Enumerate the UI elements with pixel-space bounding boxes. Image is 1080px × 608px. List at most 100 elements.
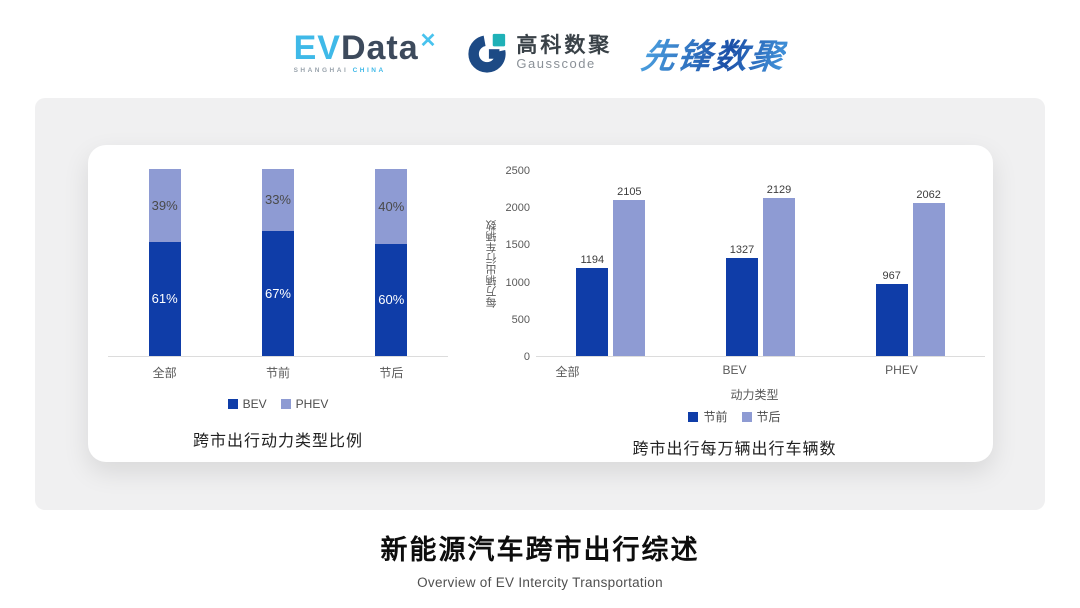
grouped-x-axis-labels: 全部 BEV PHEV [484, 363, 985, 380]
page-title: 新能源汽车跨市出行综述 [380, 535, 700, 565]
bar-segment-PHEV: 40% [375, 169, 408, 244]
evdata-x-icon: ✕ [419, 30, 438, 53]
bar-segment-PHEV: 39% [148, 169, 181, 242]
evdata-shanghai-text: SHANGHAI [293, 67, 349, 75]
y-tick-label: 1500 [505, 239, 530, 252]
x-tick-label: 全部 [152, 366, 177, 380]
segment-label: 33% [264, 192, 291, 208]
gausscode-g-icon [466, 32, 508, 74]
bar-segment-PHEV: 33% [261, 169, 294, 231]
legend-item-节后: 节后 [741, 408, 781, 425]
power-type-ratio-chart: 39% 61% 33% 67% 40% 60% 全部 节前 节后 BEV PHEV 跨市出行动力… [108, 169, 448, 462]
segment-label: 39% [151, 197, 178, 213]
legend-swatch [280, 399, 291, 409]
bar-value-label: 967 [882, 270, 901, 283]
legend-swatch [741, 411, 752, 422]
stacked-bar: 39% 61% [148, 169, 181, 356]
grouped-legend: 节前 节后 [484, 408, 985, 425]
bar-节前 [576, 267, 609, 356]
legend-label: 节后 [756, 410, 781, 424]
legend-label: 节前 [703, 410, 728, 424]
evdata-subtitle: SHANGHAI CHINA [294, 68, 437, 75]
bar-节后 [613, 200, 646, 356]
group-column-PHEV: 967 2062 [835, 171, 985, 356]
bar-wrap-节后: 2129 [763, 171, 795, 356]
segment-label: 67% [264, 285, 291, 301]
gausscode-en-text: Gausscode [516, 55, 596, 71]
bar-value-label: 1327 [729, 243, 755, 256]
y-tick-label: 0 [523, 351, 530, 363]
y-axis-ticks: 0 500 1000 1500 2000 2500 [500, 165, 536, 363]
bar-wrap-节前: 1327 [726, 171, 758, 356]
stacked-chart-title: 跨市出行动力类型比例 [192, 433, 363, 450]
stacked-column-节后: 40% 60% [335, 169, 448, 356]
bar-节前 [875, 284, 908, 356]
stacked-column-节前: 33% 67% [221, 169, 334, 356]
legend-swatch [227, 399, 238, 409]
stacked-legend: BEV PHEV [108, 397, 448, 411]
gausscode-logo: 高科数聚 Gausscode [466, 32, 612, 74]
evdata-logo: EVData✕ SHANGHAI CHINA [294, 31, 437, 75]
segment-label: 61% [151, 291, 178, 307]
stacked-column-全部: 39% 61% [108, 169, 221, 356]
stacked-bar: 33% 67% [261, 169, 294, 356]
legend-item-PHEV: PHEV [280, 397, 329, 411]
bar-wrap-节后: 2105 [613, 171, 646, 356]
evdata-data-text: Data [340, 29, 419, 68]
bar-节后 [912, 203, 945, 356]
gausscode-text: 高科数聚 Gausscode [516, 33, 613, 71]
x-tick-label: BEV [722, 363, 747, 377]
x-axis-title: 动力类型 [730, 388, 779, 402]
stacked-bar-plot: 39% 61% 33% 67% 40% 60% [108, 169, 448, 357]
bar-wrap-节前: 967 [875, 171, 908, 356]
y-tick-label: 2000 [505, 202, 530, 215]
pioneer-logo: 先锋数聚 [639, 29, 790, 78]
segment-label: 40% [378, 198, 405, 214]
evdata-wordmark: EVData✕ [294, 31, 437, 65]
bar-wrap-节前: 1194 [576, 171, 609, 356]
legend-swatch [688, 411, 699, 422]
bar-group: 1194 2105 [576, 171, 646, 356]
bar-value-label: 2062 [916, 189, 941, 202]
bar-节后 [763, 198, 795, 356]
y-tick-label: 500 [511, 313, 530, 326]
stacked-bar: 40% 60% [375, 169, 408, 356]
bar-value-label: 1194 [580, 253, 605, 266]
report-card: 39% 61% 33% 67% 40% 60% 全部 节前 节后 BEV PHEV 跨市出行动力… [35, 98, 1045, 510]
legend-item-节前: 节前 [688, 408, 728, 425]
evdata-ev-text: EV [293, 29, 341, 68]
grouped-chart-title: 跨市出行每万辆出行车辆数 [632, 441, 837, 458]
evdata-china-text: CHINA [352, 67, 386, 75]
trips-per-10k-chart: 每万辆出行车辆数 0 500 1000 1500 2000 2500 1194 2105 13… [484, 165, 985, 462]
x-tick-label: 节前 [265, 366, 290, 380]
bar-group: 967 2062 [875, 171, 945, 356]
legend-label: BEV [242, 397, 267, 411]
grouped-plot-wrap: 每万辆出行车辆数 0 500 1000 1500 2000 2500 1194 2105 13… [484, 165, 985, 363]
charts-panel: 39% 61% 33% 67% 40% 60% 全部 节前 节后 BEV PHEV 跨市出行动力… [88, 145, 993, 462]
gausscode-g-svg [468, 33, 507, 73]
logo-bar: EVData✕ SHANGHAI CHINA 高科数聚 Gausscode 先锋… [0, 22, 1080, 84]
bar-value-label: 2129 [766, 184, 792, 197]
x-tick-label: 全部 [555, 365, 580, 379]
bar-segment-BEV: 67% [261, 230, 294, 356]
bar-group: 1327 2129 [726, 171, 795, 356]
gausscode-cn-text: 高科数聚 [516, 33, 613, 57]
y-tick-label: 1000 [505, 276, 530, 289]
grouped-bar-plot: 1194 2105 1327 2129 967 2062 [536, 171, 985, 357]
bar-wrap-节后: 2062 [912, 171, 945, 356]
y-axis-title: 每万辆出行车辆数 [486, 220, 498, 308]
group-column-BEV: 1327 2129 [686, 171, 836, 356]
page-subtitle: Overview of EV Intercity Transportation [417, 575, 663, 590]
legend-item-BEV: BEV [227, 397, 267, 411]
y-tick-label: 2500 [505, 165, 530, 177]
group-column-全部: 1194 2105 [536, 171, 686, 356]
x-tick-label: PHEV [885, 363, 918, 377]
x-tick-label: 节后 [379, 366, 404, 380]
bar-节前 [726, 257, 758, 356]
bar-value-label: 2105 [617, 186, 642, 199]
page-footer: 新能源汽车跨市出行综述 Overview of EV Intercity Tra… [0, 528, 1080, 590]
stacked-x-axis-labels: 全部 节前 节后 [108, 364, 448, 381]
bar-segment-BEV: 60% [375, 243, 408, 356]
legend-label: PHEV [295, 397, 329, 411]
bar-segment-BEV: 61% [148, 241, 181, 356]
